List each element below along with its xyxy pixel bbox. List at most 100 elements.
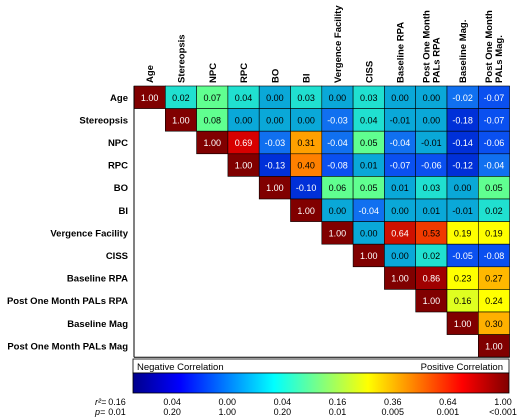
column-label-text: Post One Month: [421, 10, 432, 83]
column-label-text: Baseline RPA: [396, 22, 407, 83]
cell-value-label: -0.12: [452, 161, 473, 171]
column-label-text: BO: [270, 69, 281, 83]
column-label-text: BI: [302, 74, 313, 84]
column-label-text: PALs RPA: [431, 37, 442, 83]
colorbar-gradient: [132, 372, 510, 394]
cell-value-label: 0.00: [423, 115, 441, 125]
r2-axis-prefix: r²=: [95, 397, 106, 407]
cell-value-label: 0.86: [423, 274, 441, 284]
column-label-ciss: CISS: [364, 61, 375, 83]
cell-value-label: 0.16: [454, 296, 472, 306]
column-label-age: Age: [145, 65, 156, 83]
cell-value-label: 1.00: [391, 274, 409, 284]
cell-value-label: -0.02: [452, 93, 473, 103]
cell-value-label: 0.02: [172, 93, 190, 103]
cell-value-label: 0.02: [423, 251, 441, 261]
heatmap-frame: [133, 86, 510, 358]
cell-value-label: 0.01: [391, 183, 409, 193]
column-label-stereopsis: Stereopsis: [176, 34, 187, 83]
cell-value-label: -0.05: [452, 251, 473, 261]
row-labels: Age Stereopsis NPC RPC BO BI Vergence Facility…: [7, 93, 129, 353]
cell-value-label: 0.00: [266, 93, 284, 103]
column-label-text: RPC: [239, 63, 250, 83]
positive-correlation-label: Positive Correlation: [421, 362, 503, 373]
row-label-vergence-facility: Vergence Facility: [50, 228, 128, 239]
cell-value-label: 1.00: [485, 341, 503, 351]
cell-value-label: -0.03: [265, 138, 286, 148]
cell-value-label: 0.01: [360, 161, 378, 171]
cell-value-label: 0.19: [454, 228, 472, 238]
row-label-bo: BO: [114, 183, 128, 194]
cell-value-label: 0.00: [454, 183, 472, 193]
cell-value-label: 1.00: [454, 319, 472, 329]
column-label-text: Vergence Facility: [333, 5, 344, 83]
cell-value-label: -0.04: [390, 138, 411, 148]
column-label-bi: BI: [302, 74, 313, 84]
column-label-text: CISS: [364, 61, 375, 83]
cell-value-label: -0.01: [421, 138, 442, 148]
cell-value-label: 0.00: [297, 115, 315, 125]
heatmap-cells: 1.00 0.02 0.07 0.04 0.00 0.03 0.00 0.03 0.00 0.00…: [133, 85, 510, 358]
cell-value-label: 0.00: [329, 206, 347, 216]
p-axis-prefix: p=: [94, 407, 105, 417]
cell-value-label: 0.30: [485, 319, 503, 329]
cell-value-label: -0.07: [484, 93, 505, 103]
cell-value-label: -0.18: [452, 115, 473, 125]
column-label-text: Stereopsis: [176, 34, 187, 83]
cell-value-label: 1.00: [235, 161, 253, 171]
row-label-ciss: CISS: [106, 251, 128, 262]
colorbar-ticks: 0.160.010.040.200.001.000.040.200.160.01…: [108, 397, 517, 417]
cell-value-label: 0.05: [360, 183, 378, 193]
cell-value-label: 0.05: [360, 138, 378, 148]
cell-value-label: -0.07: [390, 161, 411, 171]
cell-value-label: 0.04: [360, 115, 378, 125]
cell-value-label: -0.13: [265, 161, 286, 171]
column-label-post-one-month-pals-rpa: Post One Month PALs RPA: [421, 10, 442, 83]
r2-tick-label: 0.16: [108, 397, 126, 407]
column-label-text: Age: [145, 65, 156, 83]
cell-value-label: 0.02: [485, 206, 503, 216]
cell-value-label: -0.06: [421, 161, 442, 171]
cell-value-label: 0.24: [485, 296, 503, 306]
p-tick-label: 1.00: [219, 407, 237, 417]
cell-value-label: 0.01: [423, 206, 441, 216]
cell-value-label: 0.69: [235, 138, 253, 148]
cell-value-label: -0.04: [358, 206, 379, 216]
cell-value-label: 0.08: [203, 115, 221, 125]
column-labels: Age Stereopsis NPC RPC BO BI Vergence Facility…: [145, 5, 505, 83]
cell-value-label: -0.14: [452, 138, 473, 148]
r2-tick-label: 0.36: [384, 397, 402, 407]
cell-value-label: 0.00: [391, 93, 409, 103]
cell-value-label: -0.04: [327, 138, 348, 148]
p-tick-label: 0.20: [163, 407, 181, 417]
row-label-age: Age: [110, 93, 128, 104]
cell-value-label: -0.03: [327, 115, 348, 125]
colorbar: Negative Correlation Positive Correlatio…: [94, 358, 517, 417]
column-label-text: PALs Mag.: [494, 35, 505, 83]
cell-value-label: 0.27: [485, 274, 503, 284]
cell-value-label: -0.07: [484, 115, 505, 125]
cell-value-label: 0.05: [485, 183, 503, 193]
r2-tick-label: 0.64: [439, 397, 457, 407]
cell-value-label: 0.04: [235, 93, 253, 103]
row-label-bi: BI: [119, 206, 129, 217]
column-label-text: Baseline Mag.: [458, 20, 469, 83]
column-label-bo: BO: [270, 69, 281, 83]
cell-value-label: 1.00: [329, 228, 347, 238]
cell-value-label: 0.03: [423, 183, 441, 193]
cell-value-label: 1.00: [266, 183, 284, 193]
column-label-baseline-rpa: Baseline RPA: [396, 22, 407, 83]
cell-value-label: 0.53: [423, 228, 441, 238]
cell-value-label: 1.00: [203, 138, 221, 148]
negative-correlation-label: Negative Correlation: [137, 362, 224, 373]
column-label-text: Post One Month: [484, 10, 495, 83]
r2-tick-label: 0.04: [274, 397, 292, 407]
row-label-stereopsis: Stereopsis: [79, 115, 128, 126]
cell-value-label: -0.01: [390, 115, 411, 125]
cell-value-label: 0.40: [297, 161, 315, 171]
cell-value-label: 0.00: [391, 206, 409, 216]
cell-value-label: 0.23: [454, 274, 472, 284]
cell-value-label: 0.00: [266, 115, 284, 125]
cell-value-label: -0.10: [296, 183, 317, 193]
